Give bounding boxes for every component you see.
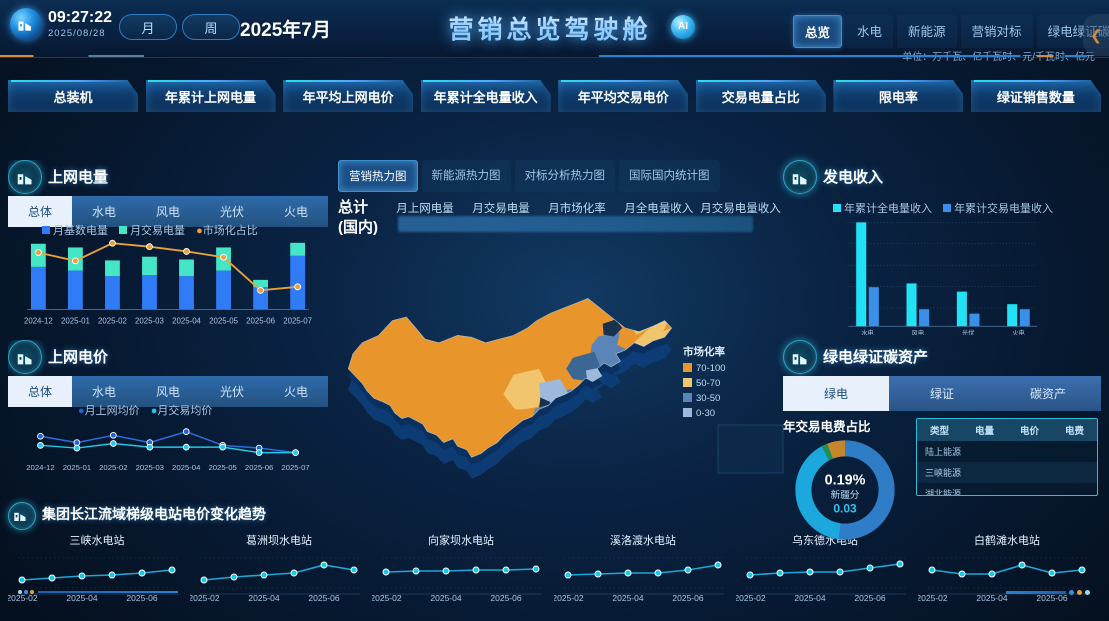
svg-text:2025-04: 2025-04: [430, 593, 461, 602]
svg-text:2025-02: 2025-02: [554, 593, 584, 602]
svg-text:2025-03: 2025-03: [135, 316, 164, 325]
svg-text:70-100: 70-100: [696, 363, 726, 374]
svg-text:2025-05: 2025-05: [209, 316, 238, 325]
svg-text:2025-02: 2025-02: [99, 463, 127, 472]
svg-text:2025-02: 2025-02: [736, 593, 766, 602]
svg-text:2025-07: 2025-07: [281, 463, 309, 472]
svg-text:2025-06: 2025-06: [672, 593, 703, 602]
svg-text:2025-04: 2025-04: [172, 463, 201, 472]
svg-text:2025-06: 2025-06: [490, 593, 521, 602]
svg-text:2025-03: 2025-03: [136, 463, 164, 472]
svg-text:2025-06: 2025-06: [854, 593, 885, 602]
svg-text:2024-12: 2024-12: [26, 463, 54, 472]
svg-text:2025-05: 2025-05: [208, 463, 236, 472]
svg-text:2025-02: 2025-02: [8, 593, 38, 602]
svg-text:0-30: 0-30: [696, 408, 715, 419]
svg-text:2025-02: 2025-02: [918, 593, 948, 602]
svg-text:2025-02: 2025-02: [98, 316, 127, 325]
svg-text:2025-07: 2025-07: [283, 316, 312, 325]
svg-text:0.03: 0.03: [833, 501, 857, 515]
svg-text:火电: 火电: [1012, 328, 1025, 335]
svg-text:2025-06: 2025-06: [126, 593, 157, 602]
svg-text:0.19%: 0.19%: [825, 472, 866, 488]
svg-text:2025-04: 2025-04: [976, 593, 1007, 602]
svg-text:2025-06: 2025-06: [245, 463, 273, 472]
svg-text:2025-06: 2025-06: [246, 316, 275, 325]
svg-text:50-70: 50-70: [696, 378, 720, 389]
svg-text:2025-04: 2025-04: [612, 593, 643, 602]
svg-text:光伏: 光伏: [962, 328, 975, 335]
svg-text:2025-04: 2025-04: [172, 316, 201, 325]
svg-text:风电: 风电: [912, 328, 925, 335]
svg-text:30-50: 30-50: [696, 393, 720, 404]
svg-text:2025-01: 2025-01: [61, 316, 90, 325]
svg-text:2025-02: 2025-02: [190, 593, 220, 602]
svg-text:2025-02: 2025-02: [372, 593, 402, 602]
svg-text:2025-04: 2025-04: [794, 593, 825, 602]
svg-text:2025-04: 2025-04: [248, 593, 279, 602]
svg-text:2025-01: 2025-01: [63, 463, 91, 472]
svg-text:2024-12: 2024-12: [24, 316, 53, 325]
svg-text:水电: 水电: [861, 328, 874, 335]
svg-text:2025-06: 2025-06: [308, 593, 339, 602]
svg-text:2025-04: 2025-04: [66, 593, 97, 602]
svg-text:新疆分: 新疆分: [831, 489, 860, 501]
svg-text:市场化率: 市场化率: [683, 345, 725, 358]
